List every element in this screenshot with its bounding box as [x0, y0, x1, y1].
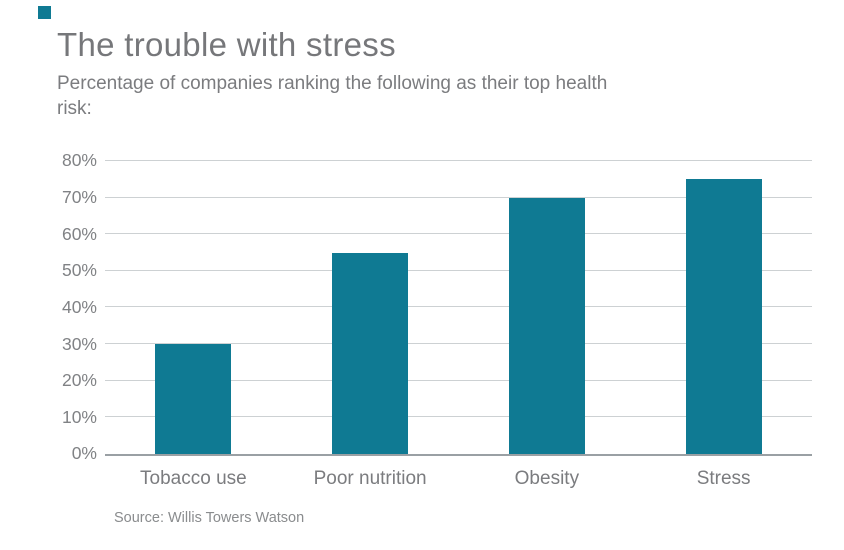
gridline: [105, 306, 812, 308]
y-tick-label: 0%: [71, 443, 97, 464]
y-tick-label: 40%: [61, 296, 97, 317]
bar-chart: 0% 10% 20% 30% 40% 50% 60% 70% 80% Tobacco use Po…: [57, 152, 812, 490]
y-tick-label: 30%: [61, 333, 97, 354]
bar-stress: [685, 179, 762, 454]
source-note: Source: Willis Towers Watson: [114, 509, 305, 526]
x-category-label: Poor nutrition: [313, 467, 427, 489]
chart-content: The trouble with stress Percentage of co…: [57, 26, 812, 526]
y-tick-label: 70%: [61, 186, 97, 207]
bars-layer: [105, 161, 812, 454]
y-tick-label: 80%: [61, 150, 97, 171]
bar-obesity: [508, 197, 585, 454]
x-axis-labels: Tobacco use Poor nutrition Obesity Stress: [105, 468, 812, 490]
x-category-label: Stress: [696, 467, 751, 489]
bar-slot: [282, 161, 459, 454]
x-category-label: Tobacco use: [140, 467, 247, 489]
brand-square-icon: [38, 6, 51, 19]
gridline: [105, 269, 812, 271]
bar-poor-nutrition: [332, 252, 409, 454]
chart-subtitle: Percentage of companies ranking the foll…: [57, 72, 608, 119]
y-tick-label: 10%: [61, 406, 97, 427]
y-tick-label: 20%: [61, 369, 97, 390]
plot-area: 0% 10% 20% 30% 40% 50% 60% 70% 80%: [62, 152, 812, 462]
bar-tobacco-use: [155, 344, 232, 454]
y-tick-label: 60%: [61, 223, 97, 244]
x-category-label: Obesity: [514, 467, 580, 489]
chart-title: The trouble with stress: [57, 26, 396, 63]
gridline: [105, 196, 812, 198]
bar-slot: [105, 161, 282, 454]
gridline: [105, 416, 812, 418]
gridline: [105, 233, 812, 235]
gridline: [105, 343, 812, 345]
gridline: [105, 379, 812, 381]
bar-slot: [459, 161, 636, 454]
bar-slot: [635, 161, 812, 454]
gridline: [105, 159, 812, 161]
y-tick-label: 50%: [61, 260, 97, 281]
